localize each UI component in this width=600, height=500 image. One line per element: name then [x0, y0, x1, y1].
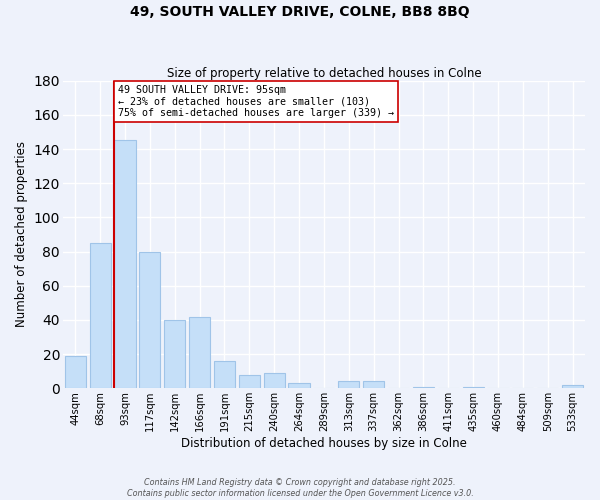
Bar — [338, 382, 359, 388]
Bar — [289, 383, 310, 388]
Text: Contains HM Land Registry data © Crown copyright and database right 2025.
Contai: Contains HM Land Registry data © Crown c… — [127, 478, 473, 498]
Bar — [89, 243, 110, 388]
Bar — [115, 140, 136, 388]
Bar — [214, 361, 235, 388]
Bar — [413, 386, 434, 388]
Text: 49, SOUTH VALLEY DRIVE, COLNE, BB8 8BQ: 49, SOUTH VALLEY DRIVE, COLNE, BB8 8BQ — [130, 5, 470, 19]
Text: 49 SOUTH VALLEY DRIVE: 95sqm
← 23% of detached houses are smaller (103)
75% of s: 49 SOUTH VALLEY DRIVE: 95sqm ← 23% of de… — [118, 86, 394, 118]
Title: Size of property relative to detached houses in Colne: Size of property relative to detached ho… — [167, 66, 481, 80]
Bar — [263, 373, 285, 388]
Bar — [463, 386, 484, 388]
Bar — [239, 374, 260, 388]
Bar — [139, 252, 160, 388]
X-axis label: Distribution of detached houses by size in Colne: Distribution of detached houses by size … — [181, 437, 467, 450]
Bar — [65, 356, 86, 388]
Bar — [562, 385, 583, 388]
Bar — [164, 320, 185, 388]
Y-axis label: Number of detached properties: Number of detached properties — [15, 142, 28, 328]
Bar — [189, 316, 210, 388]
Bar — [363, 382, 384, 388]
